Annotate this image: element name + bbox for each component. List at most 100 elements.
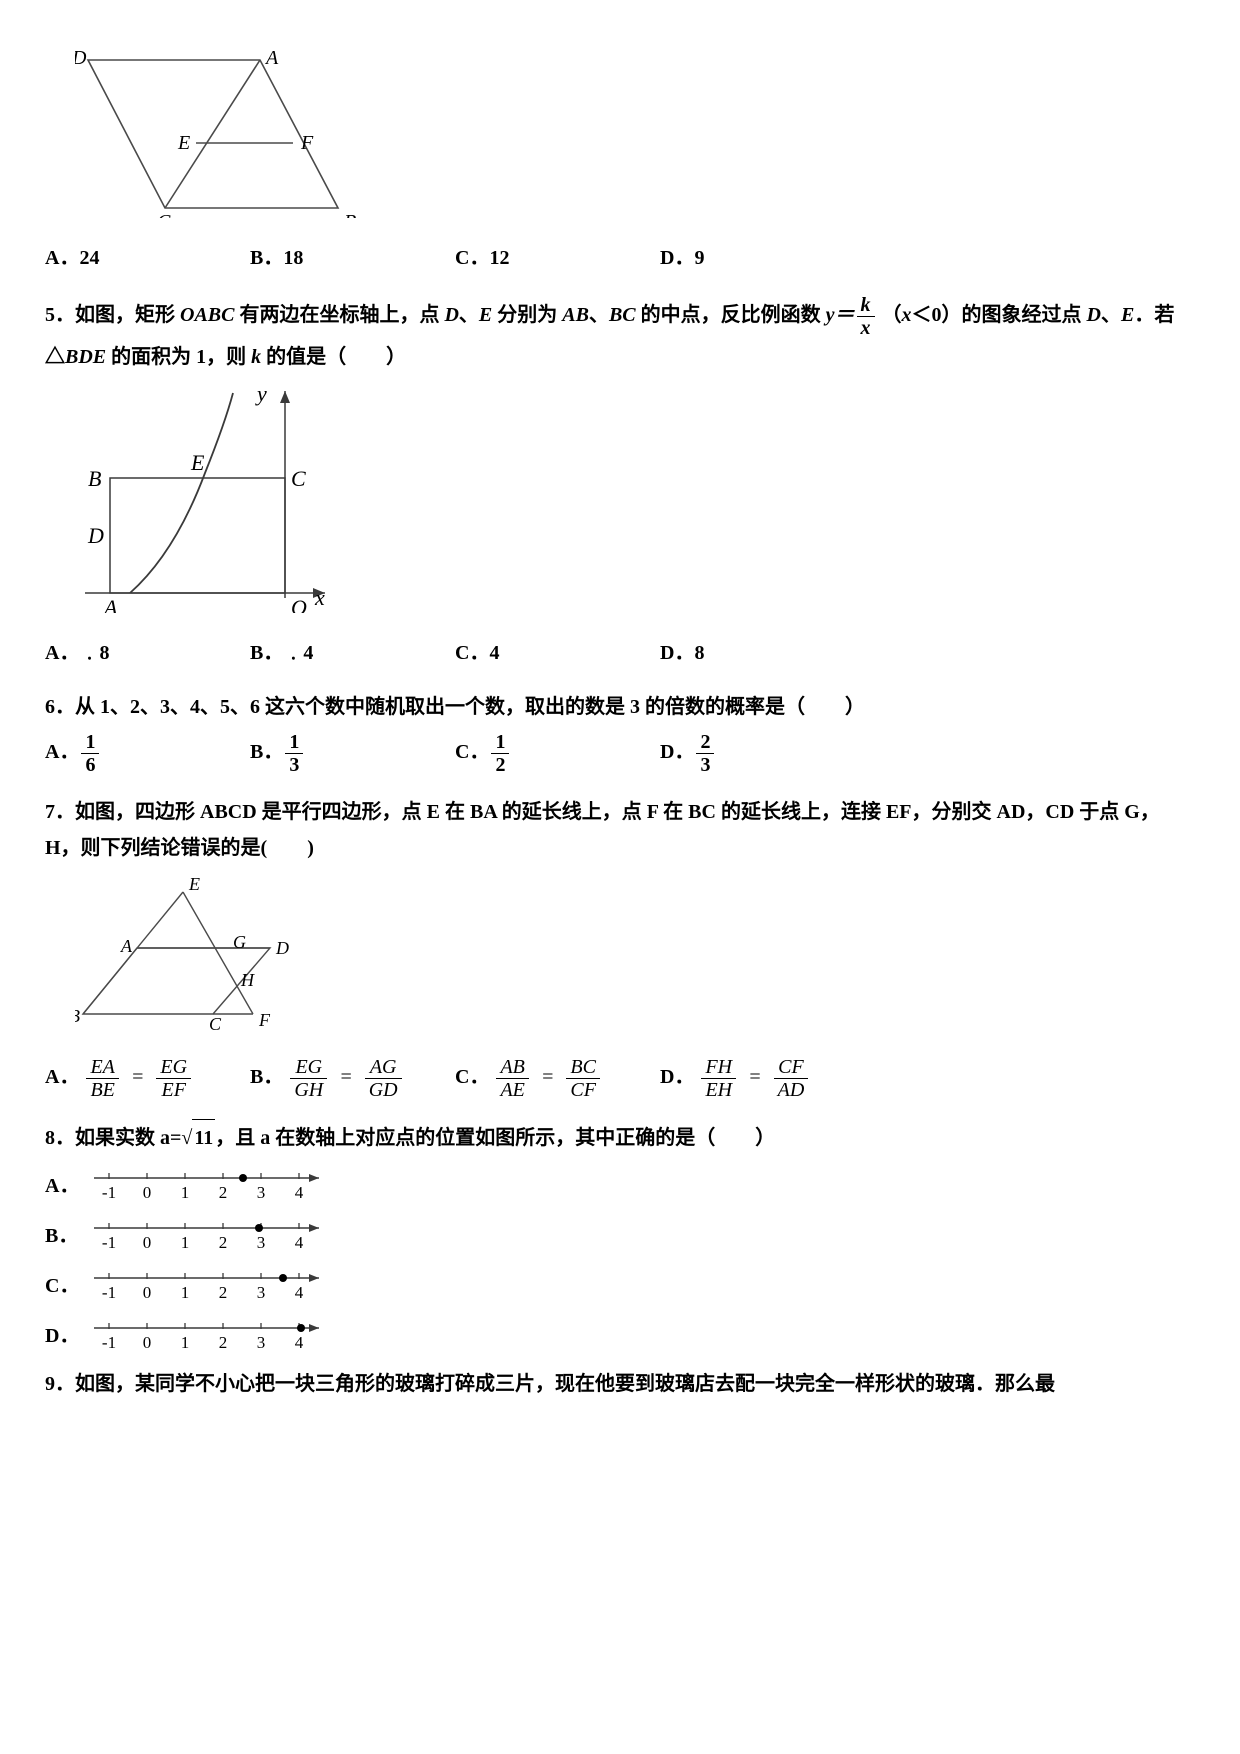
- q5-t3: 分别为: [492, 304, 562, 326]
- svg-text:F: F: [300, 132, 314, 154]
- q5-figure-svg: ABCDEOxy: [75, 383, 335, 613]
- q5-t5: 的图象经过点: [962, 304, 1087, 326]
- svg-text:2: 2: [219, 1233, 228, 1252]
- q7-choice-b: B． EGGH = AGGD: [250, 1056, 455, 1101]
- q6-choice-c: C．12: [455, 731, 660, 776]
- svg-text:2: 2: [219, 1333, 228, 1352]
- q7-d-ln: FH: [701, 1056, 736, 1079]
- svg-text:0: 0: [143, 1283, 152, 1302]
- q5-t4: 的中点，反比例函数: [636, 304, 826, 326]
- q5-yeq: y＝: [826, 304, 855, 326]
- q5-D: D: [444, 304, 458, 326]
- q7-c-rd: CF: [566, 1079, 600, 1101]
- q7-c-ln: AB: [496, 1056, 528, 1079]
- q8-choice-a: A．-101234: [45, 1166, 1195, 1206]
- q4-figure-svg: DACBEF: [75, 48, 365, 218]
- q5-t2b: 、: [459, 304, 479, 326]
- q7-b-rn: AG: [365, 1056, 402, 1079]
- q8-choice-b: B．-101234: [45, 1216, 1195, 1256]
- svg-text:H: H: [240, 970, 255, 990]
- q7-b-ln: EG: [290, 1056, 327, 1079]
- q7-c-rn: BC: [566, 1056, 600, 1079]
- q4-figure: DACBEF: [75, 48, 1195, 230]
- svg-text:-1: -1: [102, 1233, 116, 1252]
- q6-choices: A．16 B．13 C．12 D．23: [45, 731, 1195, 776]
- svg-text:E: E: [188, 874, 200, 894]
- q5-AB: AB: [562, 304, 589, 326]
- q4-choice-b: B．18: [250, 240, 455, 276]
- svg-text:A: A: [120, 936, 133, 956]
- svg-text:3: 3: [257, 1233, 266, 1252]
- q7-b-rd: GD: [365, 1079, 402, 1101]
- q7-a-rn: EG: [156, 1056, 191, 1079]
- q6-choice-a: A．16: [45, 731, 250, 776]
- q4-choice-d: D．9: [660, 240, 865, 276]
- q5-choice-c-text: 4: [489, 642, 499, 664]
- q7-d-rd: AD: [774, 1079, 809, 1101]
- q6-d-num: 2: [696, 731, 714, 754]
- numline-a: -101234: [79, 1166, 339, 1206]
- q5-k: k: [251, 346, 261, 368]
- q5-frac-num: k: [857, 294, 875, 317]
- svg-text:A: A: [264, 48, 279, 69]
- q5-choice-a: A．﹒8: [45, 635, 250, 671]
- q5-E2: E: [1121, 304, 1134, 326]
- q5-choice-b: B．﹒4: [250, 635, 455, 671]
- q5-E: E: [479, 304, 492, 326]
- q7-a-rd: EF: [156, 1079, 191, 1101]
- q7-b-ld: GH: [290, 1079, 327, 1101]
- q5-BC: BC: [609, 304, 636, 326]
- q4-choices: A．24 B．18 C．12 D．9: [45, 240, 1195, 276]
- q5-choice-b-text: ﹒4: [283, 642, 313, 664]
- svg-text:B: B: [75, 1006, 80, 1026]
- svg-text:-1: -1: [102, 1333, 116, 1352]
- numline-c: -101234: [79, 1266, 339, 1306]
- q5-D2: D: [1087, 304, 1101, 326]
- q5-choice-d-text: 8: [694, 642, 704, 664]
- svg-text:O: O: [291, 595, 307, 613]
- svg-text:B: B: [88, 466, 101, 491]
- q6-c-den: 2: [491, 754, 509, 776]
- q6-choice-b: B．13: [250, 731, 455, 776]
- q7-choice-d: D． FHEH = CFAD: [660, 1056, 865, 1101]
- q8-stem: 8．如果实数 a= 11，且 a 在数轴上对应点的位置如图所示，其中正确的是（ ）: [45, 1119, 1195, 1156]
- q5-t5b: 、: [1101, 304, 1121, 326]
- svg-text:E: E: [190, 450, 205, 475]
- svg-text:3: 3: [257, 1283, 266, 1302]
- q7-stem: 7．如图，四边形 ABCD 是平行四边形，点 E 在 BA 的延长线上，点 F …: [45, 794, 1195, 866]
- q5-t7: 的面积为 1，则: [106, 346, 251, 368]
- q4-choice-b-text: 18: [283, 247, 303, 269]
- q4-choice-a-text: 24: [79, 247, 99, 269]
- svg-text:4: 4: [295, 1233, 304, 1252]
- q7-d-ld: EH: [701, 1079, 736, 1101]
- svg-text:1: 1: [181, 1183, 190, 1202]
- q6-b-den: 3: [285, 754, 303, 776]
- svg-text:-1: -1: [102, 1183, 116, 1202]
- q5-choice-c: C．4: [455, 635, 660, 671]
- q8-choices: A．-101234 B．-101234 C．-101234 D．-101234: [45, 1166, 1195, 1356]
- q7-choice-a: A． EABE = EGEF: [45, 1056, 250, 1101]
- q4-choice-c-text: 12: [489, 247, 509, 269]
- q8-pre: 8．如果实数 a=: [45, 1127, 181, 1149]
- q8-rad: 11: [192, 1119, 215, 1156]
- q5-choice-d: D．8: [660, 635, 865, 671]
- q4-choice-c: C．12: [455, 240, 660, 276]
- svg-text:0: 0: [143, 1183, 152, 1202]
- q8-choice-c: C．-101234: [45, 1266, 1195, 1306]
- q6-stem: 6．从 1、2、3、4、5、6 这六个数中随机取出一个数，取出的数是 3 的倍数…: [45, 689, 1195, 725]
- svg-text:4: 4: [295, 1183, 304, 1202]
- q7-choice-c: C． ABAE = BCCF: [455, 1056, 660, 1101]
- svg-text:2: 2: [219, 1283, 228, 1302]
- q6-b-num: 1: [285, 731, 303, 754]
- svg-text:1: 1: [181, 1283, 190, 1302]
- svg-text:G: G: [233, 932, 246, 952]
- q6-d-den: 3: [696, 754, 714, 776]
- q6-a-num: 1: [81, 731, 99, 754]
- svg-text:D: D: [75, 48, 87, 69]
- svg-text:A: A: [102, 595, 118, 613]
- q8-post: ，且 a 在数轴上对应点的位置如图所示，其中正确的是（ ）: [215, 1127, 775, 1149]
- svg-text:C: C: [157, 211, 171, 218]
- svg-text:1: 1: [181, 1233, 190, 1252]
- q5-cond: （x＜0）: [882, 304, 962, 326]
- q7-a-ln: EA: [86, 1056, 118, 1079]
